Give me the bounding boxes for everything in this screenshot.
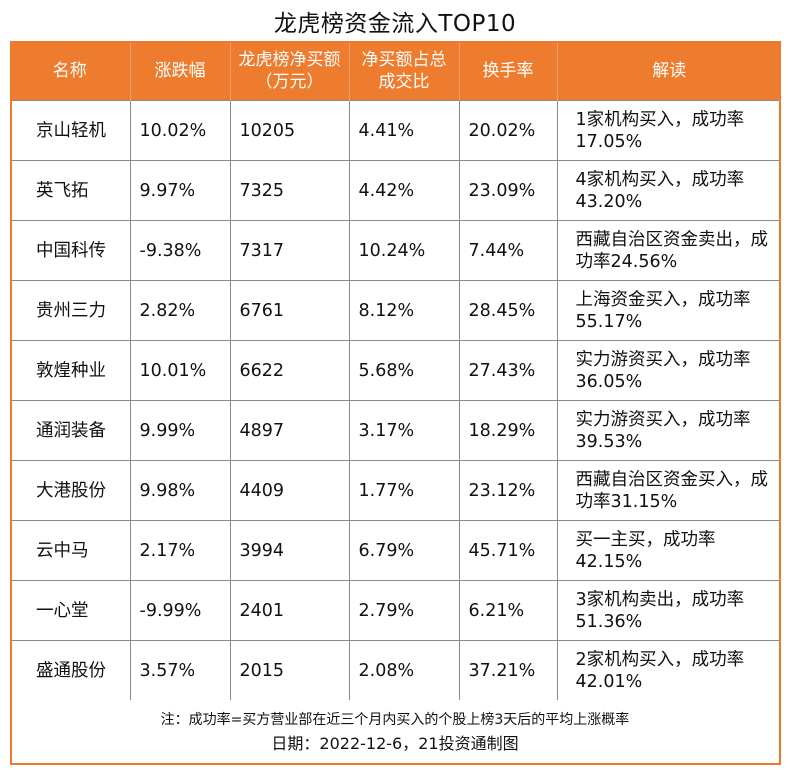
header-ratio: 净买额占总成交比 <box>348 41 459 101</box>
table-row: 贵州三力 2.82% 6761 8.12% 28.45% 上海资金买入，成功率55.17% <box>10 280 781 341</box>
change-pct-cell: -9.38% <box>129 220 230 281</box>
table-frame <box>10 41 781 765</box>
net-buy-ratio-cell: 10.24% <box>348 220 459 281</box>
net-buy-ratio-cell: 3.17% <box>348 400 459 461</box>
header-turnover: 换手率 <box>458 41 557 101</box>
net-buy-cell: 7325 <box>229 160 349 221</box>
header-desc: 解读 <box>556 41 781 101</box>
interpretation-cell: 3家机构卖出，成功率51.36% <box>556 580 781 641</box>
net-buy-ratio-cell: 4.42% <box>348 160 459 221</box>
turnover-rate-cell: 20.02% <box>458 100 557 161</box>
stock-name-cell: 敦煌种业 <box>10 340 130 401</box>
turnover-rate-cell: 18.29% <box>458 400 557 461</box>
change-pct-cell: 10.01% <box>129 340 230 401</box>
turnover-rate-cell: 23.09% <box>458 160 557 221</box>
net-buy-cell: 2401 <box>229 580 349 641</box>
data-table: 名称 涨跌幅 龙虎榜净买额（万元） 净买额占总成交比 换手率 解读 京山轻机 10… <box>10 41 781 700</box>
interpretation-cell: 实力游资买入，成功率36.05% <box>556 340 781 401</box>
interpretation-cell: 4家机构买入，成功率43.20% <box>556 160 781 221</box>
net-buy-ratio-cell: 2.79% <box>348 580 459 641</box>
net-buy-cell: 4897 <box>229 400 349 461</box>
change-pct-cell: 2.82% <box>129 280 230 341</box>
turnover-rate-cell: 6.21% <box>458 580 557 641</box>
turnover-rate-cell: 27.43% <box>458 340 557 401</box>
table-header-row: 名称 涨跌幅 龙虎榜净买额（万元） 净买额占总成交比 换手率 解读 <box>10 41 781 101</box>
stock-name-cell: 盛通股份 <box>10 640 130 700</box>
table-row: 中国科传 -9.38% 7317 10.24% 7.44% 西藏自治区资金卖出，成功率24… <box>10 220 781 281</box>
interpretation-cell: 1家机构买入，成功率17.05% <box>556 100 781 161</box>
stock-name-cell: 一心堂 <box>10 580 130 641</box>
interpretation-cell: 西藏自治区资金卖出，成功率24.56% <box>556 220 781 281</box>
table-row: 云中马 2.17% 3994 6.79% 45.71% 买一主买，成功率42.15% <box>10 520 781 581</box>
change-pct-cell: 9.97% <box>129 160 230 221</box>
table-row: 一心堂 -9.99% 2401 2.79% 6.21% 3家机构卖出，成功率51.36% <box>10 580 781 641</box>
turnover-rate-cell: 23.12% <box>458 460 557 521</box>
table-row: 京山轻机 10.02% 10205 4.41% 20.02% 1家机构买入，成功率17.0… <box>10 100 781 161</box>
table-row: 通润装备 9.99% 4897 3.17% 18.29% 实力游资买入，成功率39.53% <box>10 400 781 461</box>
header-change: 涨跌幅 <box>129 41 230 101</box>
interpretation-cell: 西藏自治区资金买入，成功率31.15% <box>556 460 781 521</box>
net-buy-ratio-cell: 5.68% <box>348 340 459 401</box>
change-pct-cell: 9.99% <box>129 400 230 461</box>
table-row: 敦煌种业 10.01% 6622 5.68% 27.43% 实力游资买入，成功率36.05… <box>10 340 781 401</box>
net-buy-ratio-cell: 1.77% <box>348 460 459 521</box>
interpretation-cell: 2家机构买入，成功率42.01% <box>556 640 781 700</box>
stock-name-cell: 英飞拓 <box>10 160 130 221</box>
table-row: 盛通股份 3.57% 2015 2.08% 37.21% 2家机构买入，成功率42.01% <box>10 640 781 700</box>
stock-name-cell: 通润装备 <box>10 400 130 461</box>
net-buy-cell: 10205 <box>229 100 349 161</box>
stock-name-cell: 云中马 <box>10 520 130 581</box>
footnote: 注：成功率=买方营业部在近三个月内买入的个股上榜3天后的平均上涨概率 <box>160 712 630 728</box>
net-buy-ratio-cell: 8.12% <box>348 280 459 341</box>
header-net-buy: 龙虎榜净买额（万元） <box>229 41 349 101</box>
stock-name-cell: 中国科传 <box>10 220 130 281</box>
turnover-rate-cell: 7.44% <box>458 220 557 281</box>
interpretation-cell: 实力游资买入，成功率39.53% <box>556 400 781 461</box>
net-buy-ratio-cell: 6.79% <box>348 520 459 581</box>
change-pct-cell: 10.02% <box>129 100 230 161</box>
net-buy-ratio-cell: 4.41% <box>348 100 459 161</box>
net-buy-cell: 6761 <box>229 280 349 341</box>
net-buy-ratio-cell: 2.08% <box>348 640 459 700</box>
interpretation-cell: 上海资金买入，成功率55.17% <box>556 280 781 341</box>
stock-name-cell: 京山轻机 <box>10 100 130 161</box>
change-pct-cell: 2.17% <box>129 520 230 581</box>
net-buy-cell: 2015 <box>229 640 349 700</box>
change-pct-cell: -9.99% <box>129 580 230 641</box>
net-buy-cell: 7317 <box>229 220 349 281</box>
net-buy-cell: 4409 <box>229 460 349 521</box>
turnover-rate-cell: 28.45% <box>458 280 557 341</box>
turnover-rate-cell: 37.21% <box>458 640 557 700</box>
change-pct-cell: 3.57% <box>129 640 230 700</box>
header-name: 名称 <box>10 41 130 101</box>
turnover-rate-cell: 45.71% <box>458 520 557 581</box>
net-buy-cell: 6622 <box>229 340 349 401</box>
table-row: 大港股份 9.98% 4409 1.77% 23.12% 西藏自治区资金买入，成功率31.… <box>10 460 781 521</box>
table-row: 英飞拓 9.97% 7325 4.42% 23.09% 4家机构买入，成功率43.20% <box>10 160 781 221</box>
change-pct-cell: 9.98% <box>129 460 230 521</box>
interpretation-cell: 买一主买，成功率42.15% <box>556 520 781 581</box>
page-title: 龙虎榜资金流入TOP10 <box>273 11 517 37</box>
stock-name-cell: 贵州三力 <box>10 280 130 341</box>
net-buy-cell: 3994 <box>229 520 349 581</box>
date-line: 日期：2022-12-6，21投资通制图 <box>271 734 519 753</box>
stock-name-cell: 大港股份 <box>10 460 130 521</box>
